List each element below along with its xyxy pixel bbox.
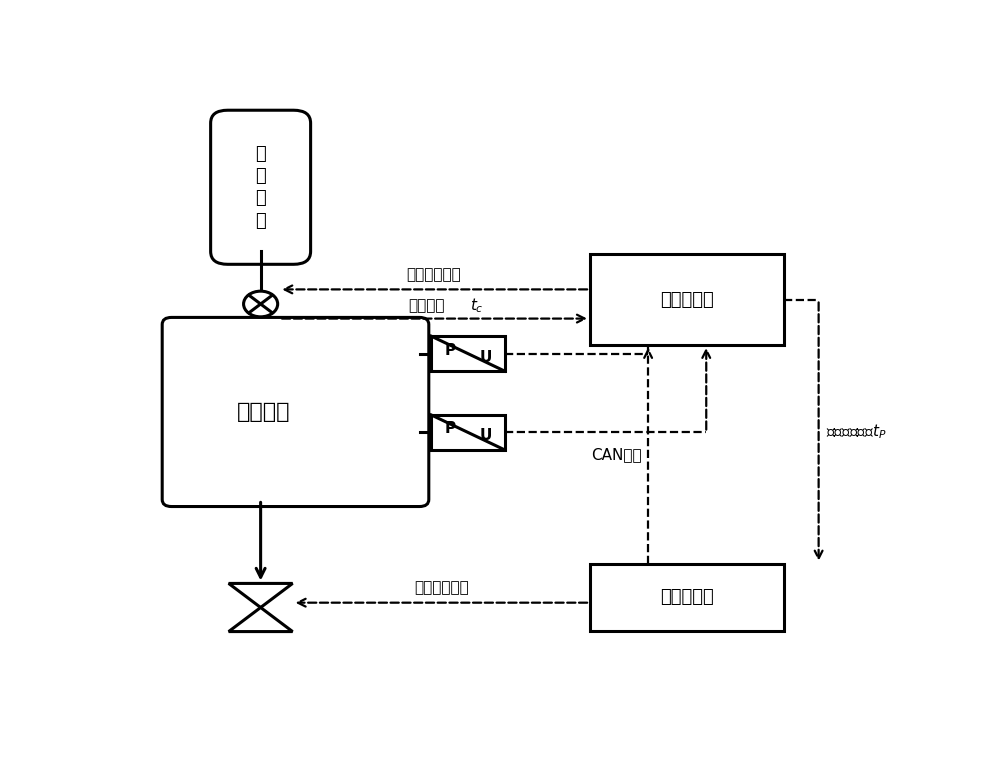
Text: P: P bbox=[445, 343, 456, 358]
Text: 累计排气时间$t_P$: 累计排气时间$t_P$ bbox=[826, 422, 887, 441]
FancyBboxPatch shape bbox=[162, 318, 429, 506]
Text: 排气控制指令: 排气控制指令 bbox=[414, 580, 469, 595]
Text: 排气控制器: 排气控制器 bbox=[660, 588, 714, 606]
Circle shape bbox=[244, 291, 278, 317]
Text: U: U bbox=[479, 428, 492, 443]
Bar bbox=[431, 415, 505, 450]
Bar bbox=[590, 564, 784, 631]
Text: 储气装置: 储气装置 bbox=[237, 402, 290, 422]
Bar bbox=[431, 336, 505, 371]
Text: 充气控制器: 充气控制器 bbox=[660, 290, 714, 309]
Text: P: P bbox=[445, 421, 456, 437]
Text: 充气时间: 充气时间 bbox=[408, 298, 444, 313]
Text: CAN通信: CAN通信 bbox=[591, 446, 642, 462]
Text: $t_c$: $t_c$ bbox=[470, 296, 483, 315]
Text: 充气控制指令: 充气控制指令 bbox=[406, 267, 461, 282]
Text: U: U bbox=[479, 349, 492, 365]
Polygon shape bbox=[229, 607, 293, 631]
Bar bbox=[590, 255, 784, 345]
Text: 高
压
气
瓶: 高 压 气 瓶 bbox=[255, 145, 266, 230]
Polygon shape bbox=[229, 584, 293, 607]
FancyBboxPatch shape bbox=[211, 110, 311, 265]
